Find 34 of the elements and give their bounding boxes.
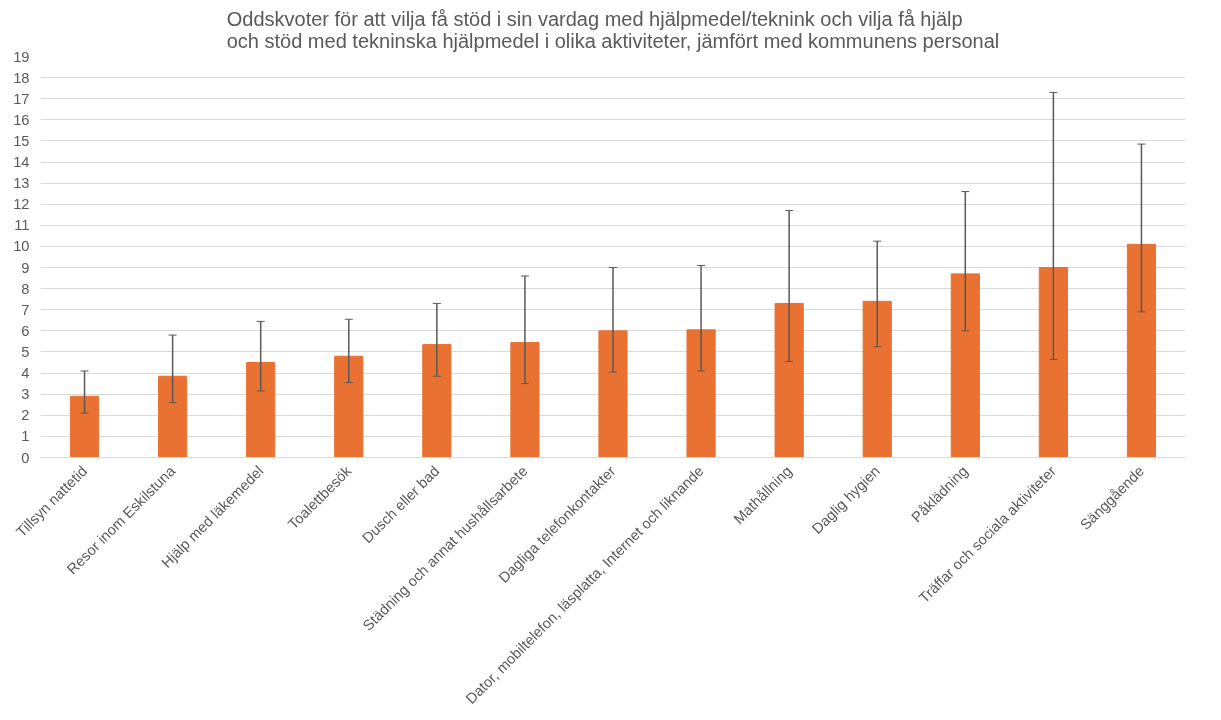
- y-tick-label: 11: [14, 217, 30, 234]
- y-tick-label: 0: [21, 449, 30, 466]
- bar: [1126, 243, 1157, 458]
- bar: [422, 344, 452, 458]
- y-tick-label: 12: [13, 196, 30, 213]
- y-tick-label: 10: [13, 238, 30, 255]
- y-tick-label: 7: [21, 301, 30, 318]
- y-tick-label: 3: [21, 386, 30, 403]
- bar: [158, 375, 188, 458]
- chart-title: Oddskvoter för att vilja få stöd i sin vardag med hjälpmedel/teknink och vilja få hjälp och stöd med tekninska hjälpmedel i olika aktiviteter, jämfört med kommunens personal: [226, 7, 1000, 52]
- y-tick-label: 4: [21, 365, 30, 382]
- bar: [774, 302, 804, 458]
- y-tick-label: 8: [21, 280, 30, 297]
- bar: [598, 330, 628, 458]
- bar: [69, 395, 100, 458]
- bar: [862, 300, 892, 458]
- y-tick-label: 16: [13, 111, 30, 128]
- bar: [686, 329, 716, 458]
- y-tick-label: 1: [21, 428, 30, 445]
- y-tick-label: 9: [21, 259, 30, 276]
- bar: [510, 341, 540, 458]
- bar: [950, 273, 980, 458]
- y-tick-label: 5: [21, 343, 30, 360]
- bar: [1038, 267, 1068, 458]
- y-tick-label: 17: [13, 90, 30, 107]
- bar: [246, 362, 276, 458]
- y-tick-label: 13: [13, 175, 30, 192]
- y-tick-label: 15: [13, 132, 30, 149]
- bar: [334, 355, 364, 458]
- y-tick-label: 18: [13, 69, 30, 86]
- y-tick-label: 2: [21, 407, 30, 424]
- y-tick-label: 6: [21, 322, 30, 339]
- y-tick-label: 14: [13, 154, 30, 171]
- y-tick-label: 19: [13, 48, 30, 65]
